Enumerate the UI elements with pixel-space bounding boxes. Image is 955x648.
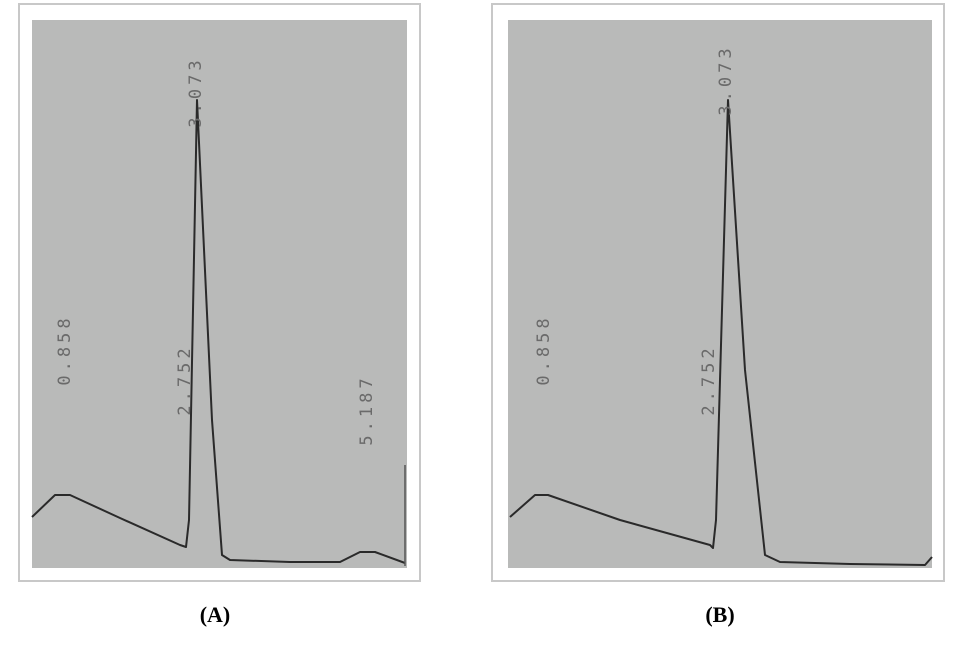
figure: 0.858 2.752 3.073 5.187 (A) 0.858 2.752 … (0, 0, 955, 648)
peak-label: 5.187 (357, 374, 377, 445)
panel-label: (B) (705, 602, 734, 627)
peak-label: 3.073 (716, 44, 736, 115)
panel-a: 0.858 2.752 3.073 5.187 (A) (19, 4, 420, 627)
peak-label: 0.858 (534, 314, 554, 385)
peak-label: 3.073 (186, 56, 206, 127)
peak-label: 2.752 (699, 344, 719, 415)
photo (32, 20, 407, 568)
panel-label: (A) (200, 602, 231, 627)
peak-label: 2.752 (175, 344, 195, 415)
panel-b: 0.858 2.752 3.073 (B) (492, 4, 944, 627)
peak-label: 0.858 (55, 314, 75, 385)
